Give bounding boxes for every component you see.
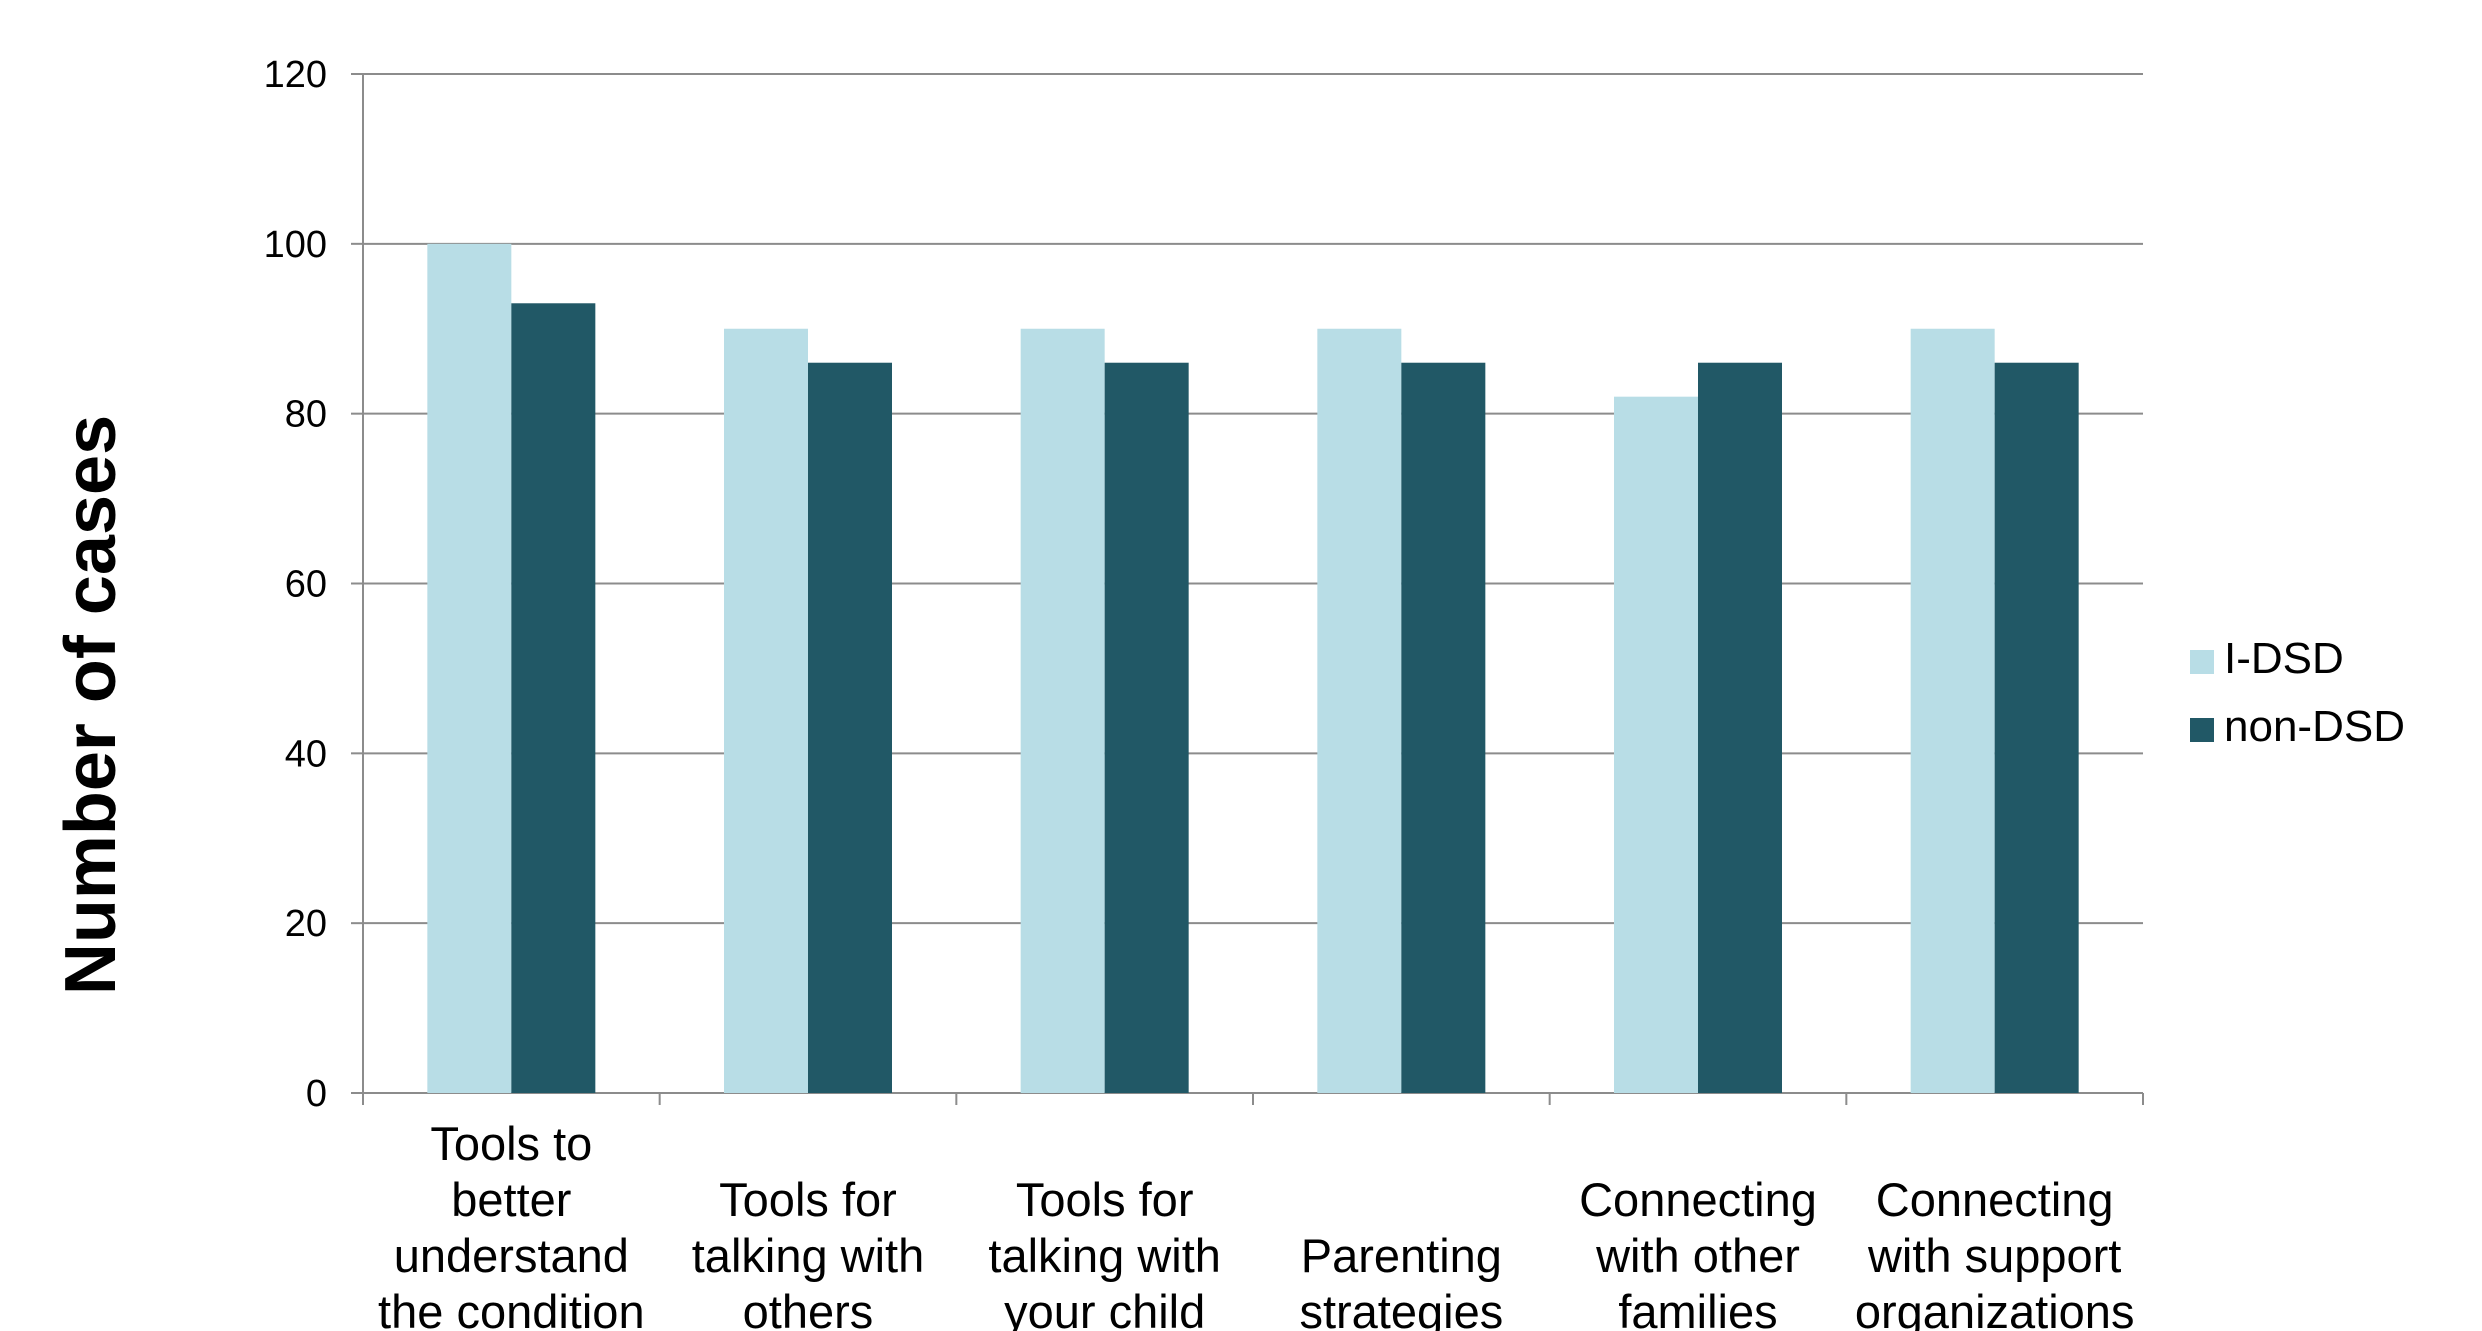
y-tick-label: 60 bbox=[285, 564, 327, 606]
y-tick-label: 120 bbox=[264, 54, 327, 96]
y-tick-label: 40 bbox=[285, 733, 327, 775]
x-category-label: talking with bbox=[692, 1229, 925, 1282]
x-category-label: Connecting bbox=[1876, 1173, 2114, 1226]
x-category-label: Tools to bbox=[430, 1117, 592, 1170]
legend: I-DSD non-DSD bbox=[2190, 634, 2405, 751]
y-tick-label: 100 bbox=[264, 224, 327, 266]
x-category-label: better bbox=[451, 1173, 571, 1226]
x-category-label: with other bbox=[1595, 1229, 1800, 1282]
y-tick-label: 0 bbox=[306, 1073, 327, 1115]
bar-i-dsd-0 bbox=[427, 243, 512, 1094]
y-tick-label: 20 bbox=[285, 903, 327, 945]
x-category-label: organizations bbox=[1855, 1285, 2135, 1331]
bar-i-dsd-2 bbox=[1020, 328, 1105, 1093]
x-category-label: strategies bbox=[1299, 1285, 1503, 1331]
x-category-label: talking with bbox=[988, 1229, 1221, 1282]
bar-non-dsd-0 bbox=[511, 303, 596, 1093]
legend-swatch-i-dsd bbox=[2190, 650, 2214, 674]
bar-non-dsd-4 bbox=[1698, 362, 1782, 1093]
legend-swatch-non-dsd bbox=[2190, 718, 2214, 742]
x-category-label: Parenting bbox=[1301, 1229, 1502, 1282]
axes bbox=[351, 73, 2144, 1105]
bar-i-dsd-4 bbox=[1614, 396, 1698, 1093]
bar-i-dsd-5 bbox=[1910, 328, 1995, 1093]
bar-i-dsd-1 bbox=[724, 328, 808, 1093]
legend-label: non-DSD bbox=[2224, 702, 2405, 751]
x-category-label: the condition bbox=[378, 1285, 645, 1331]
bar-non-dsd-3 bbox=[1401, 362, 1486, 1093]
x-category-label: your child bbox=[1004, 1285, 1205, 1331]
x-category-label: Connecting bbox=[1579, 1173, 1817, 1226]
bar-i-dsd-3 bbox=[1317, 328, 1402, 1093]
x-category-label: Tools for bbox=[719, 1173, 897, 1226]
gridlines bbox=[363, 73, 2143, 925]
x-category-label: understand bbox=[394, 1229, 629, 1282]
x-category-label: with support bbox=[1867, 1229, 2121, 1282]
legend-label: I-DSD bbox=[2224, 634, 2344, 683]
y-tick-labels: 0 20 40 60 80 100 120 bbox=[264, 54, 327, 1115]
bar-non-dsd-2 bbox=[1104, 362, 1189, 1093]
x-category-label: families bbox=[1618, 1285, 1777, 1331]
bars bbox=[427, 243, 2079, 1094]
y-tick-label: 80 bbox=[285, 394, 327, 436]
bar-non-dsd-1 bbox=[808, 362, 892, 1093]
y-axis-label: Number of cases bbox=[51, 415, 131, 995]
x-category-label: others bbox=[743, 1285, 874, 1331]
bar-non-dsd-5 bbox=[1994, 362, 2079, 1093]
x-category-label: Tools for bbox=[1016, 1173, 1194, 1226]
